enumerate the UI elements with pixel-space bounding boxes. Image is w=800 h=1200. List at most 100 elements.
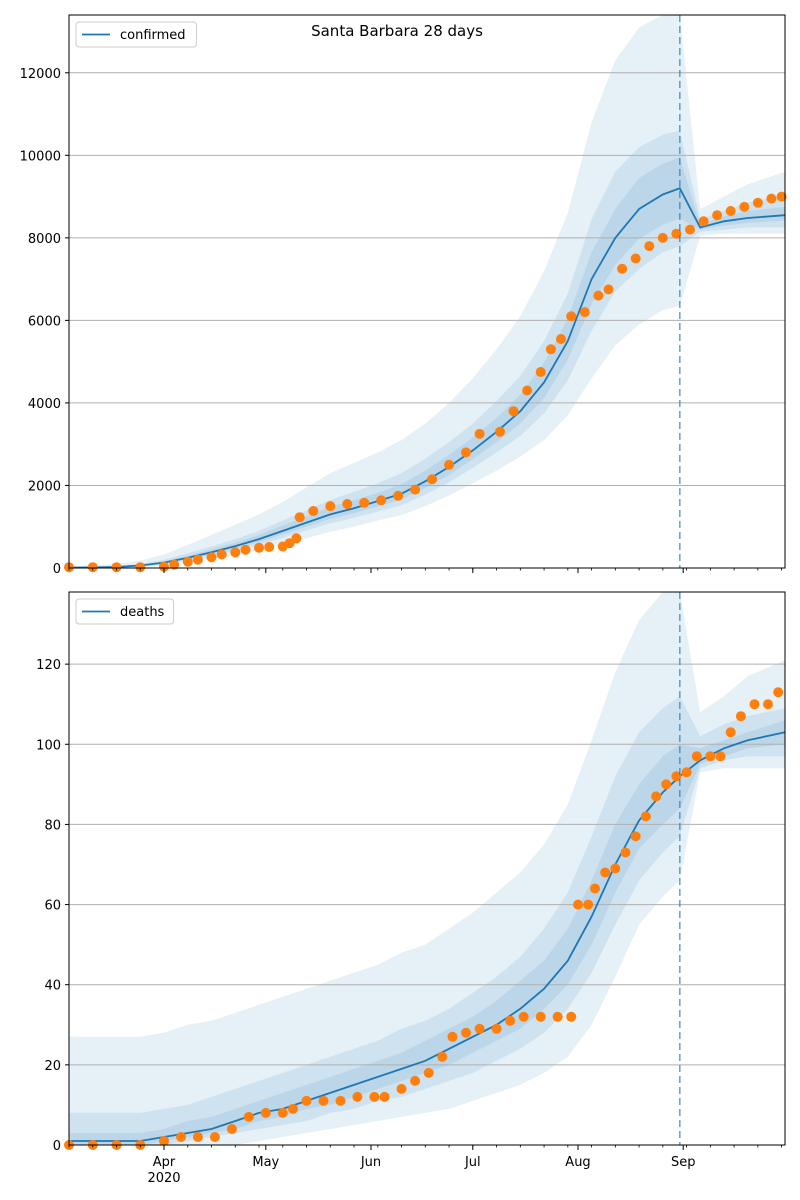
confirmed-observed-point — [254, 542, 264, 553]
deaths-ytick-label: 120 — [36, 658, 61, 673]
confirmed-observed-point — [135, 562, 146, 573]
confirmed-observed-point — [216, 549, 227, 560]
deaths-observed-point — [461, 1027, 471, 1038]
deaths-observed-point — [630, 831, 641, 842]
confirmed-observed-point — [230, 547, 241, 558]
confirmed-legend-box — [75, 21, 197, 48]
deaths-observed-point — [474, 1023, 485, 1034]
confirmed-observed-point — [671, 228, 682, 239]
deaths-observed-point — [749, 699, 760, 710]
deaths-observed-point — [301, 1095, 312, 1106]
confirmed-observed-point — [192, 554, 203, 565]
deaths-observed-point — [691, 751, 702, 762]
confirmed-observed-point — [474, 428, 485, 439]
chart-title: Santa Barbara 28 days — [311, 22, 483, 40]
confirmed-observed-point — [182, 556, 193, 567]
confirmed-observed-point — [508, 406, 519, 417]
deaths-observed-point — [447, 1031, 458, 1042]
x-tick-label: May — [252, 1155, 279, 1170]
confirmed-observed-point — [240, 544, 251, 555]
deaths-observed-point — [176, 1132, 186, 1142]
confirmed-observed-point — [739, 201, 750, 212]
deaths-observed-point — [715, 751, 726, 762]
deaths-observed-point — [725, 727, 736, 738]
deaths-observed-point — [763, 699, 773, 710]
deaths-observed-point — [159, 1136, 169, 1146]
deaths-panel: 0 20 40 60 80 100 120 deaths — [36, 591, 786, 1154]
deaths-observed-point — [583, 899, 594, 910]
deaths-observed-point — [410, 1075, 421, 1086]
confirmed-observed-point — [685, 224, 695, 235]
deaths-legend: deaths — [75, 598, 175, 625]
confirmed-observed-point — [410, 484, 421, 495]
deaths-ytick-label: 60 — [44, 899, 61, 914]
confirmed-observed-point — [535, 367, 546, 377]
deaths-band-outer — [69, 592, 785, 1145]
confirmed-observed-point — [603, 284, 614, 295]
x-year-label: 2020 — [147, 1171, 180, 1186]
confirmed-observed-point — [495, 426, 505, 437]
deaths-observed-point — [671, 771, 682, 782]
x-tick-label: Aug — [565, 1155, 590, 1170]
deaths-observed-point — [535, 1011, 546, 1022]
deaths-observed-point — [735, 711, 746, 722]
confirmed-observed-point — [556, 334, 566, 344]
confirmed-observed-point — [725, 206, 736, 216]
deaths-observed-point — [773, 687, 784, 698]
deaths-observed-point — [352, 1091, 363, 1102]
confirmed-ytick-label: 10000 — [20, 149, 61, 164]
confirmed-observed-point — [264, 542, 275, 552]
confirmed-band-middle — [69, 130, 785, 568]
confirmed-ytick-label: 6000 — [28, 314, 61, 329]
confirmed-observed-point — [342, 499, 353, 509]
deaths-observed-point — [590, 883, 600, 894]
confirmed-observed-point — [393, 490, 404, 501]
deaths-observed-point — [288, 1103, 298, 1114]
confirmed-observed-point — [617, 263, 628, 274]
deaths-observed-point — [610, 863, 621, 874]
deaths-observed-point — [423, 1067, 434, 1078]
deaths-median-line — [69, 731, 786, 1142]
x-axis: Apr May Jun Jul Aug Sep 2020 — [147, 1155, 695, 1186]
deaths-axes-frame — [68, 591, 786, 1146]
deaths-observed-point — [681, 767, 692, 778]
deaths-legend-label: deaths — [120, 605, 165, 620]
deaths-ytick-label: 80 — [44, 818, 61, 833]
confirmed-panel: 0 2000 4000 6000 8000 10000 12000 confirmed — [20, 14, 787, 577]
confirmed-observed-point — [325, 501, 336, 512]
deaths-observed-point — [651, 791, 662, 802]
confirmed-observed-point — [359, 497, 370, 508]
confirmed-observed-point — [308, 506, 319, 516]
confirmed-observed-point — [87, 562, 98, 573]
confirmed-observed-point — [657, 232, 668, 243]
deaths-observed-point — [192, 1132, 203, 1142]
confirmed-observed-point — [291, 533, 302, 544]
deaths-observed-point — [566, 1011, 577, 1022]
deaths-band-middle — [69, 696, 785, 1145]
deaths-legend-box — [75, 598, 175, 625]
deaths-observed-point — [243, 1111, 254, 1122]
confirmed-observed-point — [522, 385, 533, 396]
confirmed-observed-point — [444, 459, 455, 470]
confirmed-ytick-label: 0 — [53, 562, 61, 577]
confirmed-observed-point — [169, 559, 180, 570]
deaths-observed-point — [318, 1095, 329, 1106]
x-tick-label: Apr — [153, 1155, 176, 1170]
deaths-observed-point — [705, 751, 716, 762]
confirmed-band-inner — [69, 157, 785, 568]
confirmed-observed-point — [376, 495, 387, 506]
deaths-observed-point — [573, 899, 583, 910]
confirmed-observed-point — [698, 216, 709, 227]
confirmed-ytick-label: 4000 — [28, 397, 61, 412]
confirmed-observed-point — [545, 344, 556, 355]
deaths-observed-point — [209, 1132, 220, 1142]
deaths-observed-point — [640, 811, 651, 822]
x-tick-label: Jul — [464, 1155, 481, 1170]
confirmed-observed-point — [752, 197, 763, 208]
deaths-observed-point — [437, 1051, 448, 1062]
confirmed-observed-point — [294, 512, 305, 523]
confirmed-observed-point — [111, 562, 122, 573]
confirmed-observed-point — [766, 193, 777, 204]
confirmed-observed-point — [776, 191, 787, 202]
confirmed-legend: confirmed — [75, 21, 197, 48]
